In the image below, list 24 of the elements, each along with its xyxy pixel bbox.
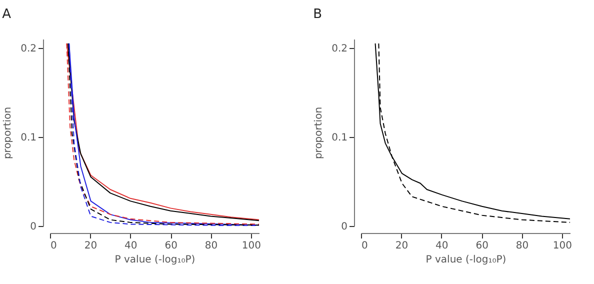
x-tick-label: 80 xyxy=(516,240,529,252)
chart-title: B xyxy=(313,7,322,22)
y-tick-label: 0.1 xyxy=(20,132,36,144)
y-axis-title: proportion xyxy=(2,106,14,160)
y-tick-label: 0.2 xyxy=(20,43,36,54)
x-tick-label: 0 xyxy=(50,240,57,252)
y-tick-label: 0.2 xyxy=(332,43,348,54)
y-axis-title: proportion xyxy=(314,106,325,160)
x-tick-label: 0 xyxy=(362,240,368,252)
x-axis-title: P value (-log₁₀P) xyxy=(114,254,196,266)
y-tick-label: 0 xyxy=(30,222,36,232)
x-tick-label: 100 xyxy=(552,240,572,252)
chart-title: A xyxy=(2,7,12,22)
x-tick-label: 20 xyxy=(84,240,98,252)
x-tick-label: 60 xyxy=(164,240,178,252)
x-tick-label: 80 xyxy=(204,240,218,252)
x-tick-label: 60 xyxy=(476,240,488,252)
y-tick-label: 0 xyxy=(341,222,348,232)
x-tick-label: 40 xyxy=(436,240,448,252)
x-axis-title: P value (-log₁₀P) xyxy=(426,254,506,266)
y-tick-label: 0.1 xyxy=(332,132,348,144)
x-tick-label: 40 xyxy=(124,240,138,252)
x-tick-label: 100 xyxy=(242,240,262,252)
x-tick-label: 20 xyxy=(395,240,408,252)
